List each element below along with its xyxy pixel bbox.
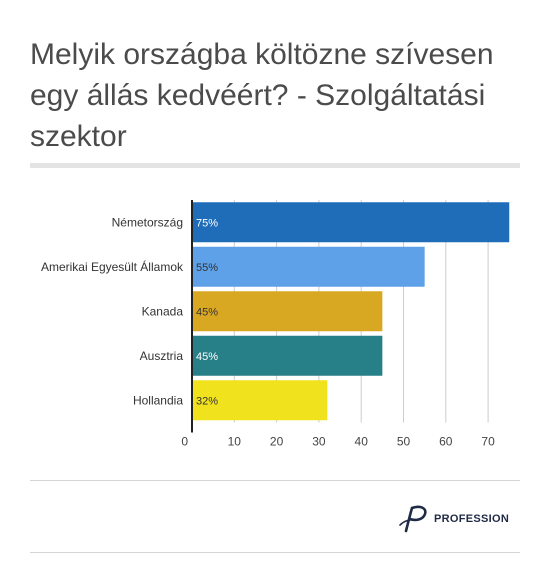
profession-logo-icon — [399, 505, 427, 533]
profession-logo: PROFESSION — [396, 503, 509, 535]
bar — [192, 246, 425, 287]
data-label: 75% — [196, 217, 218, 229]
category-label: Kanada — [142, 304, 184, 318]
x-tick-label: 30 — [312, 435, 326, 449]
x-tick-label: 0 — [181, 435, 188, 449]
x-tick-label: 50 — [397, 435, 411, 449]
bar — [192, 380, 328, 421]
bar — [192, 291, 383, 332]
chart-title: Melyik országba költözne szívesen egy ál… — [30, 38, 494, 153]
data-label: 45% — [196, 306, 218, 318]
x-tick-label: 70 — [481, 435, 495, 449]
bar — [192, 335, 383, 376]
category-label: Ausztria — [140, 349, 184, 363]
category-label: Hollandia — [133, 393, 183, 407]
footer-divider-top — [30, 480, 520, 481]
category-label: Németország — [112, 215, 183, 229]
brand-name: PROFESSION — [434, 513, 510, 525]
data-label: 45% — [196, 351, 218, 363]
x-tick-label: 10 — [228, 435, 242, 449]
data-label: 55% — [196, 262, 218, 274]
bar — [192, 202, 510, 243]
bar-chart: 0 10 20 30 40 50 60 70 Németország 75% Amerikai Eg… — [41, 200, 510, 449]
footer-divider-bottom — [30, 552, 520, 553]
x-tick-label: 40 — [355, 435, 369, 449]
title-divider — [30, 163, 520, 168]
x-tick-label: 20 — [270, 435, 284, 449]
category-label: Amerikai Egyesült Államok — [41, 259, 184, 274]
x-tick-label: 60 — [439, 435, 453, 449]
data-label: 32% — [196, 395, 218, 407]
